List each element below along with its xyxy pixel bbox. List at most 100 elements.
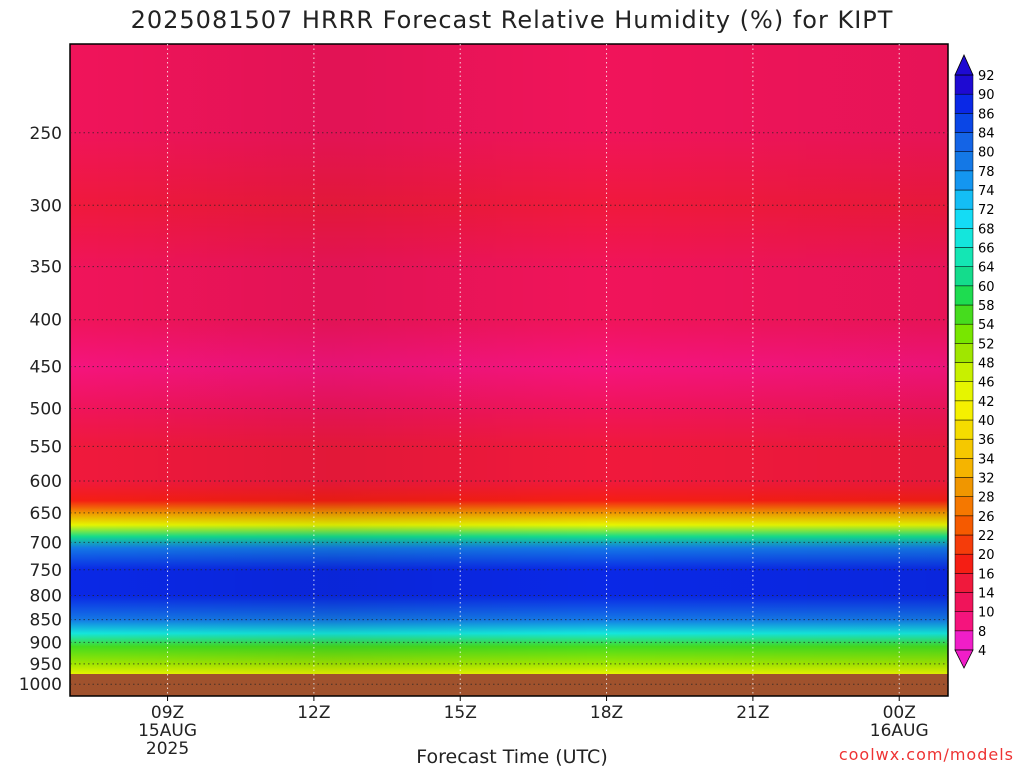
- x-tick-label: 00Z: [883, 703, 916, 723]
- colorbar-label: 90: [978, 88, 995, 103]
- y-axis: 2503003504004505005506006507007508008509…: [19, 124, 62, 695]
- colorbar-label: 34: [978, 452, 995, 467]
- colorbar-label: 16: [978, 567, 995, 582]
- x-tick-label: 21Z: [736, 703, 769, 723]
- colorbar-swatch: [954, 304, 974, 325]
- colorbar-label: 58: [978, 299, 995, 314]
- colorbar-swatch: [954, 419, 974, 440]
- colorbar-swatch: [954, 438, 974, 459]
- colorbar-swatch: [954, 553, 974, 574]
- colorbar-swatch: [954, 573, 974, 593]
- colorbar-swatch: [954, 458, 974, 478]
- colorbar-label: 86: [978, 107, 995, 122]
- colorbar-label: 80: [978, 146, 995, 161]
- colorbar-label: 92: [978, 69, 995, 84]
- colorbar-label: 46: [978, 376, 995, 391]
- x-tick-label: 18Z: [590, 703, 623, 723]
- colorbar-label: 72: [978, 203, 995, 218]
- colorbar-swatch: [954, 266, 974, 287]
- colorbar-swatch: [954, 477, 974, 497]
- colorbar-swatch: [954, 228, 974, 248]
- y-tick-label: 350: [30, 258, 62, 278]
- y-tick-label: 700: [30, 533, 62, 553]
- colorbar-label: 26: [978, 510, 995, 525]
- colorbar-swatch: [954, 74, 974, 95]
- colorbar-swatch: [954, 630, 974, 651]
- x-tick-label: 15Z: [444, 703, 477, 723]
- x-tick-label: 09Z: [151, 703, 184, 723]
- y-tick-label: 650: [30, 504, 62, 524]
- colorbar-label: 60: [978, 280, 995, 295]
- y-tick-label: 950: [30, 655, 62, 675]
- colorbar-label: 68: [978, 222, 995, 237]
- colorbar-swatch: [954, 381, 974, 402]
- colorbar-label: 32: [978, 472, 995, 487]
- colorbar-label: 54: [978, 318, 995, 333]
- colorbar-label: 8: [978, 625, 986, 640]
- y-tick-label: 800: [30, 586, 62, 606]
- colorbar-label: 22: [978, 529, 995, 544]
- x-tick-label: 12Z: [297, 703, 330, 723]
- colorbar-swatch: [954, 113, 974, 133]
- colorbar-label: 66: [978, 242, 995, 257]
- grid-lines: [70, 44, 948, 696]
- colorbar-swatch: [954, 400, 974, 421]
- colorbar-swatch: [954, 496, 974, 517]
- x-axis-label: Forecast Time (UTC): [416, 746, 608, 768]
- colorbar-swatch: [954, 362, 974, 382]
- colorbar-label: 28: [978, 491, 995, 506]
- colorbar-swatch: [954, 151, 974, 172]
- y-tick-label: 900: [30, 633, 62, 653]
- y-tick-label: 600: [30, 472, 62, 492]
- colorbar-label: 42: [978, 395, 995, 410]
- colorbar-swatch: [954, 93, 974, 114]
- colorbar-label: 52: [978, 337, 995, 352]
- x-tick-sublabel: 16AUG: [870, 721, 929, 741]
- colorbar-swatch: [954, 592, 974, 612]
- colorbar-swatch: [954, 170, 974, 191]
- colorbar-swatch: [954, 285, 974, 306]
- colorbar-swatch: [954, 323, 974, 344]
- colorbar-max-arrow: [954, 54, 974, 76]
- plot-area: [69, 43, 949, 697]
- y-tick-label: 250: [30, 124, 62, 144]
- y-tick-label: 750: [30, 561, 62, 581]
- y-tick-label: 550: [30, 437, 62, 457]
- colorbar-label: 14: [978, 587, 995, 602]
- chart-title: 2025081507 HRRR Forecast Relative Humidi…: [130, 6, 894, 34]
- colorbar-swatch: [954, 189, 974, 210]
- y-tick-label: 450: [30, 358, 62, 378]
- colorbar-label: 10: [978, 606, 995, 621]
- colorbar-label: 4: [978, 644, 986, 659]
- credit-link[interactable]: coolwx.com/models: [838, 745, 1014, 764]
- rh-field-shading: [70, 44, 948, 674]
- ground-below-surface: [70, 674, 948, 696]
- colorbar-swatch: [954, 343, 974, 363]
- colorbar-label: 74: [978, 184, 995, 199]
- y-tick-label: 300: [30, 196, 62, 216]
- colorbar-label: 36: [978, 433, 995, 448]
- colorbar-label: 48: [978, 357, 995, 372]
- x-tick-sublabel: 15AUG: [138, 721, 197, 741]
- y-tick-label: 850: [30, 611, 62, 631]
- colorbar-label: 84: [978, 127, 995, 142]
- x-tick-sublabel: 2025: [146, 739, 189, 759]
- y-tick-label: 500: [30, 400, 62, 420]
- colorbar-swatch: [954, 247, 974, 267]
- colorbar-min-arrow: [954, 649, 974, 669]
- colorbar-swatch: [954, 515, 974, 536]
- colorbar: 4810141620222628323436404246485254586064…: [954, 54, 995, 669]
- colorbar-label: 20: [978, 548, 995, 563]
- colorbar-label: 64: [978, 261, 995, 276]
- colorbar-label: 78: [978, 165, 995, 180]
- colorbar-swatch: [954, 208, 974, 229]
- plot-frame: [69, 43, 949, 697]
- y-tick-label: 1000: [19, 675, 62, 695]
- colorbar-swatch: [954, 534, 974, 555]
- y-tick-label: 400: [30, 311, 62, 331]
- colorbar-label: 40: [978, 414, 995, 429]
- colorbar-swatch: [954, 611, 974, 632]
- colorbar-swatch: [954, 132, 974, 152]
